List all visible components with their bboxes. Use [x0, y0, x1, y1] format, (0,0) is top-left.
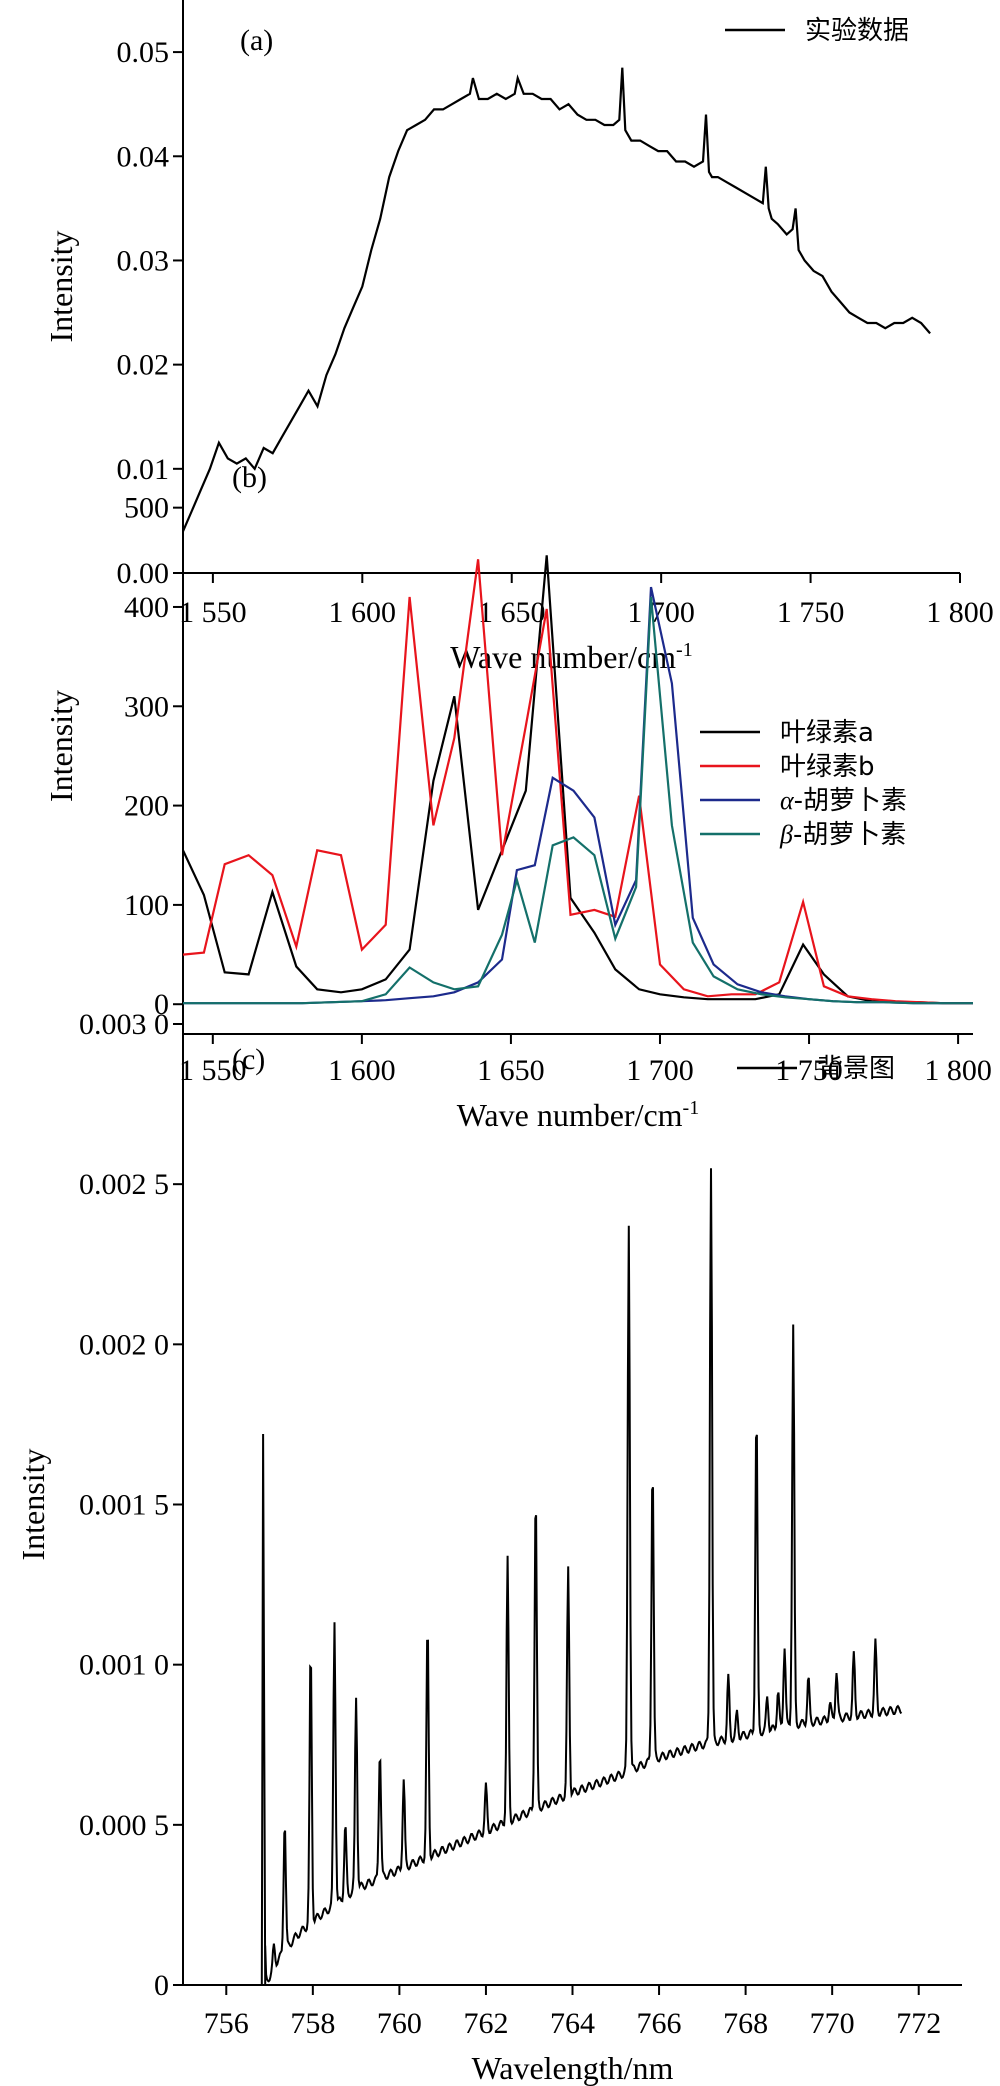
x-tick-label: 758 — [290, 2007, 335, 2040]
x-tick-label: 1 550 — [179, 596, 247, 629]
legend-label: α-胡萝卜素 — [780, 786, 907, 816]
legend: 实验数据 — [725, 16, 909, 46]
x-tick-label: 1 750 — [777, 596, 845, 629]
y-tick-label: 0.04 — [117, 140, 170, 173]
x-tick-label: 772 — [896, 2007, 941, 2040]
x-tick-label: 1 750 — [775, 1054, 843, 1087]
y-tick-label: 0.001 5 — [79, 1489, 169, 1522]
x-tick-label: 764 — [550, 2007, 595, 2040]
series-line-background — [260, 1168, 903, 1986]
y-tick-label: 0 — [154, 1969, 169, 2002]
y-tick-label: 0.00 — [117, 557, 170, 590]
y-tick-label: 0.01 — [117, 453, 170, 486]
x-tick-label: 1 800 — [926, 596, 994, 629]
legend-label: 叶绿素a — [780, 718, 874, 748]
panel-label: (a) — [240, 24, 273, 57]
x-axis-title: Wave number/cm-1 — [457, 1097, 699, 1133]
y-axis-title: Intensity — [43, 690, 79, 802]
legend-label: 叶绿素b — [780, 752, 875, 782]
chart-panel-1: 0.00 0.01 0.02 0.03 0.04 0.05 1 550 1 600 1 650 1… — [43, 0, 994, 675]
axis-lines — [182, 1024, 962, 1986]
series-line — [182, 555, 973, 1005]
axis-lines — [182, 0, 960, 574]
y-tick-label: 0.000 5 — [79, 1809, 169, 1842]
series-line — [181, 67, 931, 532]
y-tick-label: 100 — [124, 889, 169, 922]
y-tick-label: 300 — [124, 690, 169, 723]
y-tick-label: 0.05 — [117, 36, 170, 69]
x-axis-title: Wavelength/nm — [472, 2050, 674, 2086]
panel-label: (c) — [232, 1043, 265, 1076]
x-tick-label: 768 — [723, 2007, 768, 2040]
chart-panel-3: 0 0.000 5 0.001 0 0.001 5 0.002 0 0.002 5 0.00… — [15, 1008, 962, 2086]
x-tick-label: 1 700 — [626, 1054, 694, 1087]
legend: 背景图 — [737, 1054, 895, 1084]
legend: 叶绿素a 叶绿素b α-胡萝卜素 β-胡萝卜素 — [700, 718, 907, 850]
x-tick-label: 1 600 — [328, 1054, 396, 1087]
y-tick-label: 0.002 5 — [79, 1168, 169, 1201]
x-tick-label: 1 650 — [478, 596, 546, 629]
legend-label: β-胡萝卜素 — [779, 820, 906, 850]
y-tick-label: 0.003 0 — [79, 1008, 169, 1041]
y-tick-label: 0.001 0 — [79, 1649, 169, 1682]
y-axis-title: Intensity — [43, 231, 79, 343]
y-tick-label: 0.02 — [117, 349, 170, 382]
y-tick-label: 400 — [124, 591, 169, 624]
y-axis-title: Intensity — [15, 1449, 51, 1561]
x-tick-label: 1 600 — [329, 596, 397, 629]
x-tick-label: 1 700 — [627, 596, 695, 629]
y-tick-label: 0.002 0 — [79, 1328, 169, 1361]
y-tick-label: 200 — [124, 790, 169, 823]
x-tick-label: 1 800 — [924, 1054, 992, 1087]
y-tick-label: 0 — [154, 988, 169, 1021]
x-tick-label: 1 650 — [477, 1054, 545, 1087]
y-tick-label: 0.03 — [117, 244, 170, 277]
y-tick-label: 500 — [124, 492, 169, 525]
x-tick-label: 760 — [377, 2007, 422, 2040]
x-tick-label: 756 — [204, 2007, 249, 2040]
chart-panel-2: 0 100 200 300 400 500 1 550 1 600 1 650 1 700 1 75… — [43, 458, 992, 1133]
series-line — [182, 559, 973, 1005]
series-line — [183, 596, 973, 1005]
panel-label: (b) — [232, 461, 267, 494]
x-tick-label: 766 — [637, 2007, 682, 2040]
x-tick-label: 770 — [810, 2007, 855, 2040]
x-tick-label: 1 550 — [179, 1054, 247, 1087]
legend-label: 实验数据 — [805, 16, 909, 46]
x-tick-label: 762 — [463, 2007, 508, 2040]
legend-label: 背景图 — [817, 1054, 895, 1084]
